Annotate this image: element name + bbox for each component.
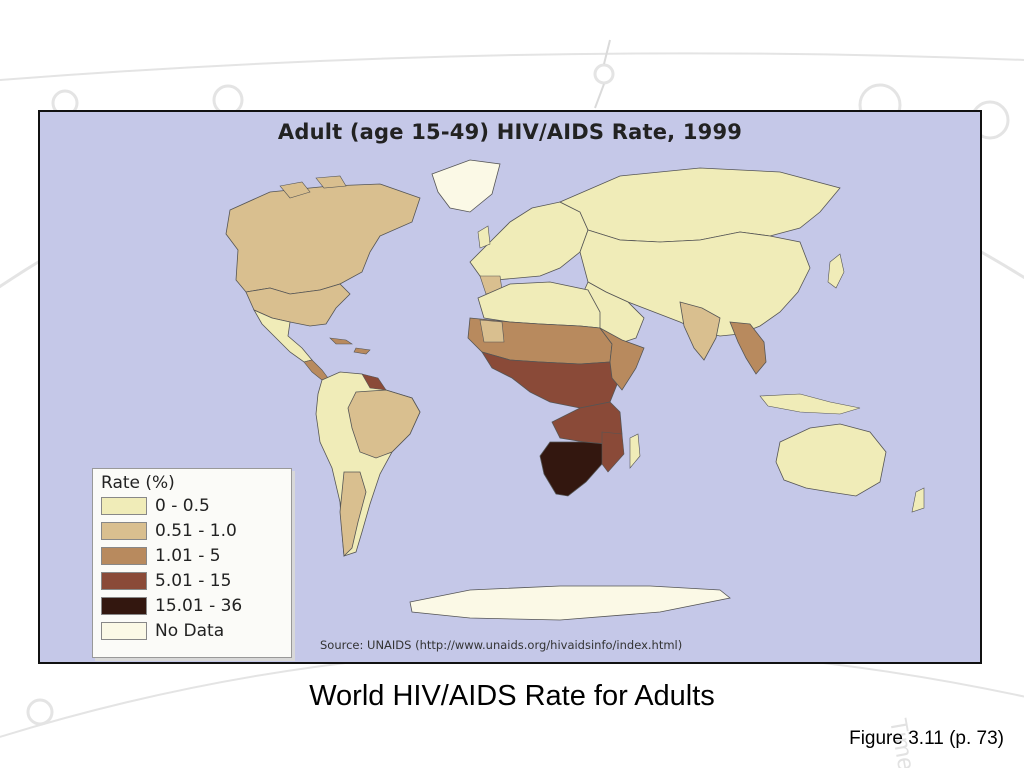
legend-swatch: [101, 547, 147, 565]
new-zealand-shape: [911, 487, 925, 513]
map-title: Adult (age 15-49) HIV/AIDS Rate, 1999: [277, 120, 743, 144]
figure-reference: Figure 3.11 (p. 73): [849, 728, 1004, 749]
hiv-rate-world-map: Adult (age 15-49) HIV/AIDS Rate, 1999 Ra…: [38, 110, 982, 664]
slide-caption: World HIV/AIDS Rate for Adults: [309, 680, 715, 712]
antarctica-shape: [409, 585, 731, 621]
legend-item: 5.01 - 15: [101, 571, 287, 592]
legend-item: 0 - 0.5: [101, 496, 287, 517]
central-america-shape: [303, 359, 329, 381]
west-africa-low-shape: [479, 319, 505, 343]
legend-label: 1.01 - 5: [155, 546, 221, 566]
india-shape: [679, 301, 721, 361]
southeast-asia-shape: [729, 321, 767, 375]
mozambique-shape: [601, 431, 625, 473]
legend-swatch: [101, 622, 147, 640]
canada-islands-shape: [279, 175, 347, 199]
legend-item: No Data: [101, 621, 287, 642]
guianas-shape: [361, 373, 387, 391]
map-legend: Rate (%) 0 - 0.5 0.51 - 1.0 1.01 - 5 5.0…: [92, 468, 292, 658]
australia-shape: [775, 423, 887, 497]
argentina-shape: [339, 471, 367, 557]
legend-label: 5.01 - 15: [155, 571, 232, 591]
map-source-note: Source: UNAIDS (http://www.unaids.org/hi…: [320, 638, 683, 652]
legend-item: 0.51 - 1.0: [101, 521, 287, 542]
horn-of-africa-shape: [599, 327, 645, 391]
uk-shape: [477, 225, 491, 249]
japan-shape: [827, 253, 845, 289]
legend-swatch: [101, 522, 147, 540]
legend-swatch: [101, 497, 147, 515]
caribbean-islands-shape: [329, 337, 371, 355]
legend-item: 15.01 - 36: [101, 596, 287, 617]
brazil-shape: [347, 389, 421, 459]
russia-shape: [559, 167, 841, 243]
southern-africa-shape: [539, 441, 607, 497]
legend-title: Rate (%): [101, 473, 175, 493]
north-america-shape: [225, 183, 421, 295]
legend-label: 0.51 - 1.0: [155, 521, 237, 541]
legend-swatch: [101, 572, 147, 590]
greenland-shape: [431, 159, 501, 213]
legend-label: No Data: [155, 621, 225, 641]
legend-label: 0 - 0.5: [155, 496, 210, 516]
world-map-graphic: [225, 159, 925, 621]
legend-swatch: [101, 597, 147, 615]
legend-item: 1.01 - 5: [101, 546, 287, 567]
indonesia-shape: [759, 393, 861, 415]
legend-label: 15.01 - 36: [155, 596, 243, 616]
madagascar-shape: [629, 433, 641, 469]
